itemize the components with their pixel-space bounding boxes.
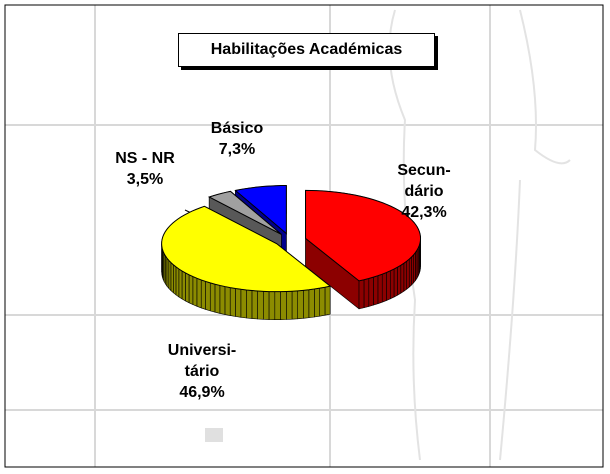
- slice-side: [386, 271, 390, 301]
- slice-side: [246, 290, 252, 319]
- slice-side: [309, 289, 314, 318]
- slice-side: [364, 278, 369, 307]
- slice-side: [215, 284, 220, 313]
- slice-side: [230, 288, 235, 317]
- slice-side: [169, 260, 171, 290]
- slice-side: [171, 263, 173, 293]
- slice-side: [412, 255, 414, 285]
- category-label: Básico: [195, 118, 279, 139]
- slice-side: [373, 276, 377, 305]
- slice-side: [320, 287, 325, 316]
- slice-side: [252, 291, 258, 319]
- chart: [0, 0, 610, 474]
- page: Habilitações Académicas Secun-dário42,3%…: [0, 0, 610, 474]
- slice-side: [281, 291, 287, 319]
- slice-side: [197, 278, 201, 308]
- slice-side: [225, 287, 230, 316]
- slice-side: [404, 261, 407, 291]
- slice-side: [220, 285, 225, 314]
- slice-side: [303, 290, 309, 319]
- category-label: Secun-dário: [382, 160, 466, 202]
- value-label: 42,3%: [382, 202, 466, 223]
- slice-side: [359, 280, 364, 309]
- chart-title: Habilitações Académicas: [178, 33, 435, 67]
- slice-side: [186, 273, 190, 303]
- background: [5, 5, 603, 467]
- category-label: Universi-tário: [160, 340, 244, 382]
- slice-side: [286, 291, 292, 319]
- category-label: NS - NR: [103, 148, 187, 169]
- value-label: 46,9%: [160, 382, 244, 403]
- value-label: 7,3%: [195, 139, 279, 160]
- slice-side: [394, 267, 398, 297]
- slice-side: [201, 280, 205, 310]
- slice-side: [189, 275, 193, 305]
- slice-side: [206, 281, 211, 310]
- slice-side: [292, 291, 298, 319]
- slice-side: [390, 269, 394, 299]
- slice-side: [258, 291, 264, 319]
- slice-side: [241, 289, 247, 318]
- slice-side: [314, 288, 319, 317]
- slice-side: [176, 267, 179, 297]
- value-label: 3,5%: [103, 169, 187, 190]
- slice-side: [369, 277, 374, 306]
- slice-side: [182, 271, 185, 301]
- slice-side: [325, 286, 330, 315]
- slice-side: [193, 277, 197, 307]
- slice-side: [378, 274, 382, 304]
- slice-side: [397, 265, 400, 295]
- slice-side: [401, 263, 404, 293]
- slice-side: [275, 292, 281, 320]
- slice-side: [269, 292, 275, 320]
- slice-side: [236, 288, 241, 317]
- slice-side: [179, 269, 182, 299]
- slice-side: [173, 265, 176, 295]
- slice-side: [382, 273, 386, 303]
- slice-side: [409, 257, 411, 287]
- slice-side: [407, 259, 410, 289]
- slice-side: [263, 291, 269, 319]
- slice-side: [298, 290, 304, 318]
- slice-side: [210, 283, 215, 312]
